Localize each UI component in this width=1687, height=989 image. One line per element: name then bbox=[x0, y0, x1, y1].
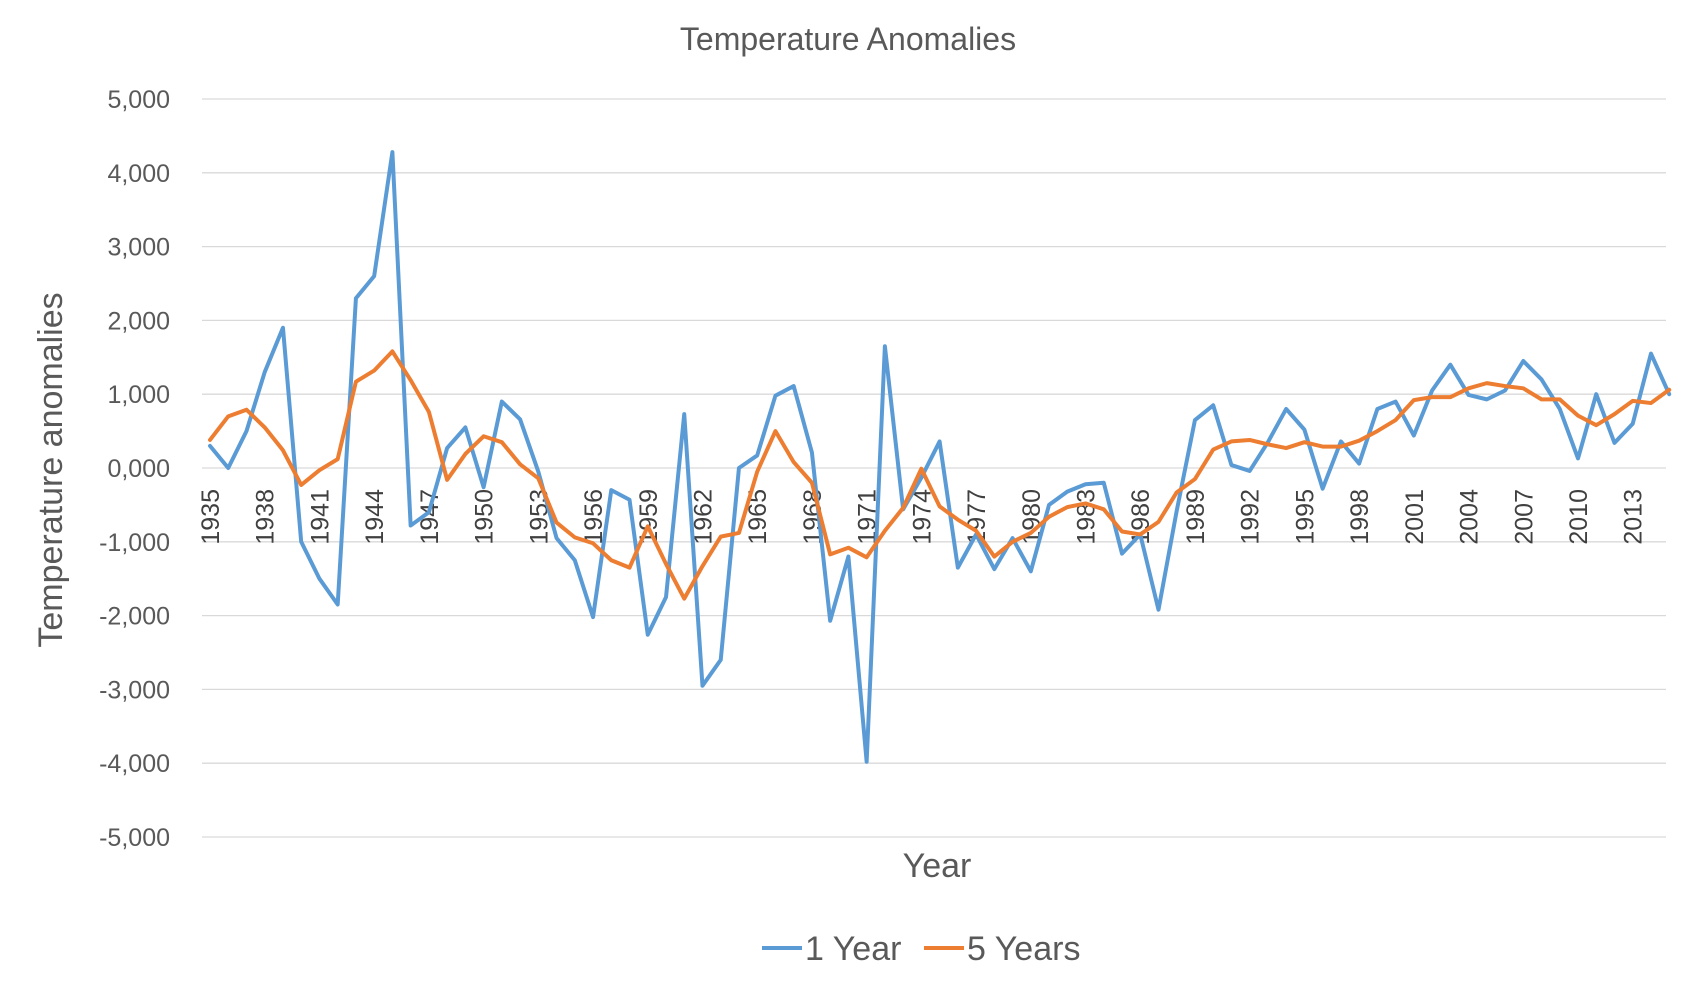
series-line-one-year bbox=[208, 150, 1672, 764]
y-tick-label: 4,000 bbox=[107, 160, 170, 188]
x-tick-label: 1938 bbox=[252, 489, 280, 545]
gridlines bbox=[202, 98, 1666, 838]
x-tick-label: 1992 bbox=[1237, 489, 1265, 545]
y-tick-label: -4,000 bbox=[99, 750, 170, 778]
legend: 1 Year 5 Years bbox=[762, 930, 1080, 968]
y-tick-label: 5,000 bbox=[107, 86, 170, 114]
x-axis-title: Year bbox=[903, 847, 972, 885]
x-tick-label: 2013 bbox=[1620, 489, 1648, 545]
y-tick-label: -2,000 bbox=[99, 603, 170, 631]
x-tick-label: 1995 bbox=[1291, 489, 1319, 545]
x-tick-label: 1974 bbox=[908, 489, 936, 545]
y-axis-title: Temperature anomalies bbox=[32, 292, 70, 647]
x-tick-label: 1989 bbox=[1182, 489, 1210, 545]
y-tick-label: 1,000 bbox=[107, 381, 170, 409]
x-tick-label: 2010 bbox=[1565, 489, 1593, 545]
x-tick-label: 1944 bbox=[361, 489, 389, 545]
chart-title: Temperature Anomalies bbox=[680, 21, 1016, 57]
x-tick-label: 2007 bbox=[1510, 489, 1538, 545]
x-tick-label: 1935 bbox=[197, 489, 225, 545]
y-axis-ticks: 5,000 4,000 3,000 2,000 1,000 0,000 -1,000 -2,0… bbox=[99, 86, 170, 852]
x-tick-label: 1998 bbox=[1346, 489, 1374, 545]
x-tick-label: 1983 bbox=[1073, 489, 1101, 545]
x-tick-label: 2001 bbox=[1401, 489, 1429, 545]
x-axis-ticks: 1935 1938 1941 1944 1947 1950 1953 1956 1959 1962… bbox=[197, 489, 1648, 545]
series-lines bbox=[208, 150, 1672, 764]
y-tick-label: 0,000 bbox=[107, 455, 170, 483]
legend-label: 5 Years bbox=[967, 930, 1080, 968]
y-tick-label: -5,000 bbox=[99, 824, 170, 852]
x-tick-label: 1959 bbox=[635, 489, 663, 545]
y-tick-label: -3,000 bbox=[99, 676, 170, 704]
y-tick-label: -1,000 bbox=[99, 529, 170, 557]
x-tick-label: 1941 bbox=[306, 489, 334, 545]
x-tick-label: 2004 bbox=[1456, 489, 1484, 545]
y-tick-label: 3,000 bbox=[107, 234, 170, 262]
legend-label: 1 Year bbox=[805, 930, 901, 968]
x-tick-label: 1950 bbox=[471, 489, 499, 545]
y-tick-label: 2,000 bbox=[107, 307, 170, 335]
series-line-five-years bbox=[208, 349, 1672, 601]
